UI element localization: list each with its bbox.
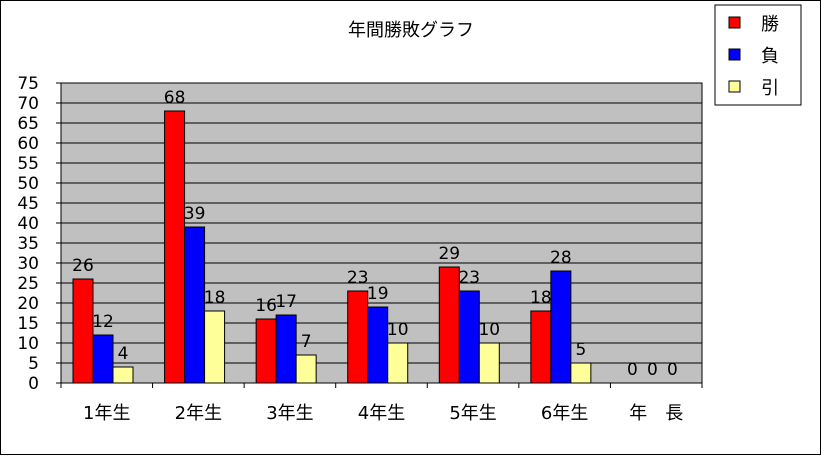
data-label: 5 — [575, 340, 586, 360]
y-tick-label: 15 — [17, 314, 39, 334]
x-category-label: 4年生 — [358, 403, 405, 424]
y-tick-label: 65 — [17, 114, 39, 134]
bar-2 — [458, 290, 480, 384]
legend-swatch — [728, 48, 741, 61]
x-category-label: 2年生 — [175, 403, 222, 424]
bar-3 — [112, 366, 134, 384]
y-tick-label: 70 — [17, 94, 39, 114]
y-tick-label: 55 — [17, 154, 39, 174]
data-label: 16 — [255, 296, 277, 316]
data-label: 0 — [647, 360, 658, 380]
x-category-label: 年 長 — [629, 403, 683, 424]
y-tick-label: 25 — [17, 274, 39, 294]
bar-3 — [295, 354, 317, 384]
bar-1 — [530, 310, 552, 384]
data-label: 28 — [550, 248, 572, 268]
bar-2 — [550, 270, 572, 384]
bar-2 — [275, 314, 297, 384]
bar-2 — [367, 306, 389, 384]
y-tick-label: 60 — [17, 134, 39, 154]
data-label: 29 — [438, 244, 460, 264]
data-label: 23 — [458, 268, 480, 288]
data-label: 0 — [627, 360, 638, 380]
y-tick-label: 10 — [17, 334, 39, 354]
bar-3 — [570, 362, 592, 384]
bar-1 — [72, 278, 94, 384]
legend-swatch — [728, 16, 741, 29]
x-category-label: 5年生 — [449, 403, 496, 424]
data-label: 12 — [92, 312, 114, 332]
data-label: 18 — [204, 288, 226, 308]
y-tick-label: 40 — [17, 214, 39, 234]
bar-1 — [255, 318, 277, 384]
x-category-label: 1年生 — [83, 403, 130, 424]
legend-label: 引 — [761, 78, 779, 99]
data-label: 39 — [184, 204, 206, 224]
bar-2 — [92, 334, 114, 384]
bar-3 — [204, 310, 226, 384]
legend-swatch — [728, 80, 741, 93]
x-category-label: 3年生 — [266, 403, 313, 424]
data-label: 19 — [367, 284, 389, 304]
data-label: 23 — [347, 268, 369, 288]
y-tick-label: 0 — [28, 374, 39, 394]
y-tick-label: 75 — [17, 74, 39, 94]
y-tick-label: 35 — [17, 234, 39, 254]
bar-2 — [184, 226, 206, 384]
y-tick-label: 5 — [28, 354, 39, 374]
data-label: 10 — [478, 320, 500, 340]
chart-title: 年間勝敗グラフ — [348, 20, 474, 41]
bars — [72, 110, 592, 384]
legend-label: 負 — [761, 46, 779, 67]
bar-1 — [164, 110, 186, 384]
y-tick-label: 30 — [17, 254, 39, 274]
bar-1 — [347, 290, 369, 384]
bar-1 — [438, 266, 460, 384]
data-label: 0 — [667, 360, 678, 380]
data-label: 18 — [530, 288, 552, 308]
data-label: 10 — [387, 320, 409, 340]
y-tick-label: 20 — [17, 294, 39, 314]
y-tick-label: 50 — [17, 174, 39, 194]
data-label: 26 — [72, 256, 94, 276]
bar-3 — [478, 342, 500, 384]
x-axis-categories: 1年生 2年生 3年生 4年生 5年生 6年生 年 長 — [60, 383, 703, 424]
legend-label: 勝 — [761, 14, 779, 35]
x-category-label: 6年生 — [541, 403, 588, 424]
data-label: 4 — [118, 344, 129, 364]
bar-3 — [387, 342, 409, 384]
data-label: 7 — [301, 332, 312, 352]
legend-box — [714, 4, 802, 106]
legend: 勝負引 — [714, 4, 802, 106]
data-label: 17 — [275, 292, 297, 312]
data-label: 68 — [164, 88, 186, 108]
y-tick-label: 45 — [17, 194, 39, 214]
